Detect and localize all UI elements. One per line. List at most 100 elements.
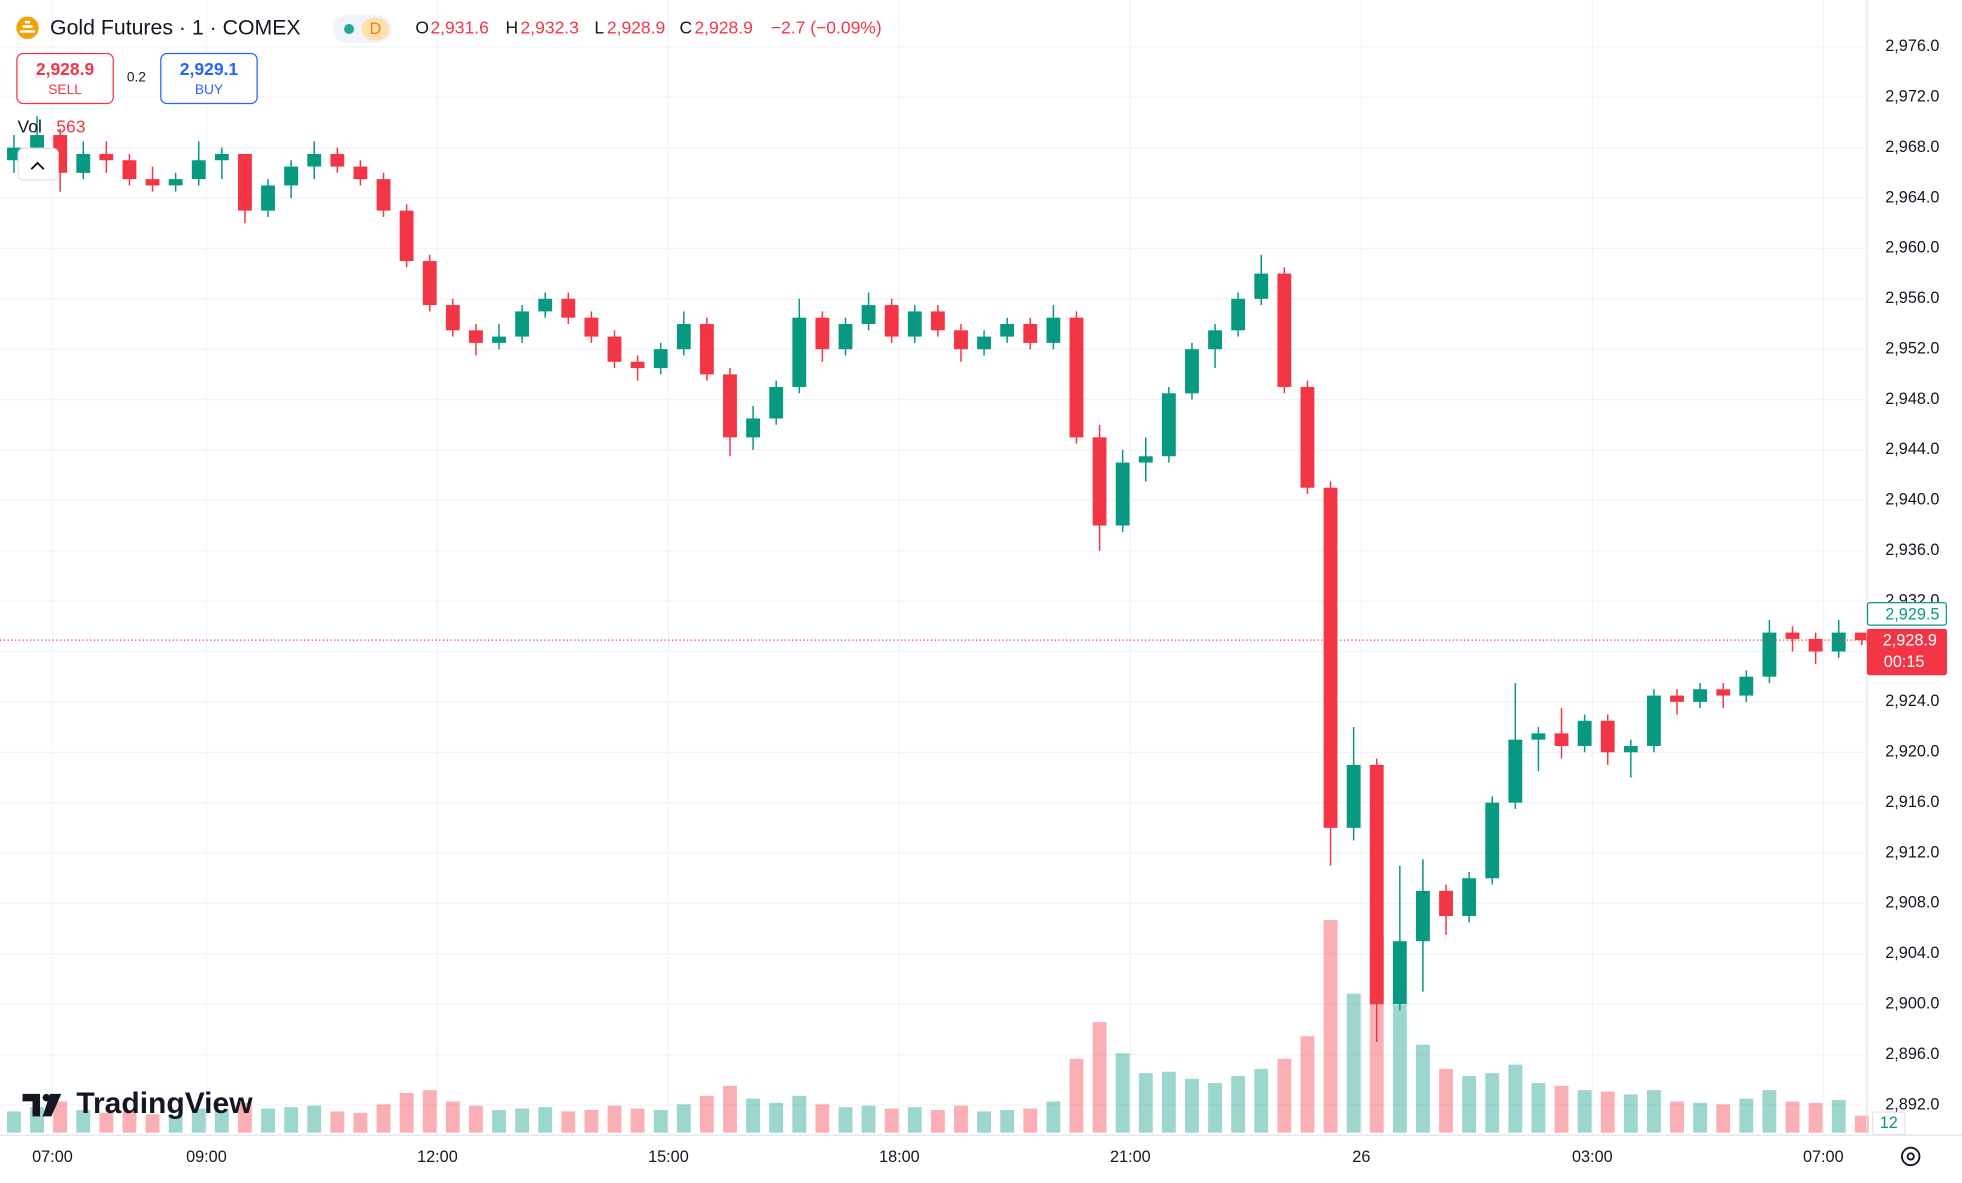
volume-bar	[1023, 1108, 1038, 1133]
volume-bar	[792, 1095, 807, 1133]
volume-bar	[607, 1105, 622, 1133]
candle-body	[1577, 720, 1592, 746]
candle-body	[1646, 695, 1661, 746]
change: −2.7 (−0.09%)	[771, 18, 882, 38]
volume-bar	[468, 1105, 483, 1133]
y-tick-label: 2,948.0	[1885, 390, 1939, 408]
candle-body	[1138, 456, 1153, 463]
scale-badge-box[interactable]	[1871, 1111, 1906, 1136]
candle-body	[145, 179, 160, 186]
y-tick-label: 2,892.0	[1885, 1095, 1939, 1113]
x-tick-label: 26	[1352, 1148, 1370, 1166]
volume-bar	[1554, 1085, 1569, 1133]
candle-body	[191, 160, 206, 180]
candle-body	[99, 153, 114, 161]
volume-bar	[561, 1111, 576, 1133]
volume-bar	[1046, 1101, 1061, 1133]
volume-bar	[1670, 1101, 1684, 1133]
ohlc-value: 2,928.9	[694, 18, 752, 38]
candle-body	[1831, 632, 1846, 652]
y-tick-label: 2,908.0	[1885, 894, 1939, 912]
candle-body	[792, 317, 807, 387]
volume-bar	[954, 1105, 968, 1133]
volume-bar	[630, 1108, 645, 1133]
volume-bar	[1462, 1075, 1477, 1133]
candle-body	[1346, 764, 1361, 828]
symbol-title[interactable]: Gold Futures · 1 · COMEX	[50, 16, 301, 40]
candle-body	[1693, 689, 1708, 702]
candle-body	[468, 330, 483, 343]
ohlc-value: 2,928.9	[607, 18, 665, 38]
y-tick-label: 2,900.0	[1885, 994, 1939, 1012]
brand-name: TradingView	[76, 1087, 253, 1120]
candle-body	[376, 179, 391, 211]
volume-bar	[884, 1108, 899, 1133]
candle-body	[838, 323, 853, 350]
volume-bar	[214, 1109, 229, 1133]
candle-body	[422, 261, 437, 306]
volume-bar	[307, 1105, 322, 1133]
y-tick-label: 2,912.0	[1885, 843, 1939, 861]
volume-label: Vol	[18, 117, 42, 137]
volume-bar	[422, 1090, 437, 1133]
candle-body	[1392, 941, 1407, 1005]
collapse-icon	[30, 161, 45, 170]
volume-bar	[1254, 1068, 1269, 1133]
volume-bar	[515, 1108, 530, 1133]
volume-bar	[838, 1107, 853, 1133]
brand-logo	[22, 1093, 62, 1117]
candle-body	[1416, 890, 1430, 942]
volume-bar	[1508, 1064, 1523, 1133]
candle-body	[122, 160, 137, 180]
volume-bar	[191, 1108, 206, 1133]
marker-price-label: 2,929.5	[1885, 605, 1939, 623]
buy-label: BUY	[195, 82, 223, 97]
candle-body	[1600, 720, 1615, 753]
volume-bar	[1208, 1083, 1222, 1133]
candle-body	[861, 305, 876, 324]
volume-bar	[907, 1107, 922, 1133]
candle-body	[1762, 632, 1777, 677]
settings-icon[interactable]	[1901, 1146, 1921, 1167]
y-tick-label: 2,916.0	[1885, 793, 1939, 811]
ohlc-letter: H	[506, 18, 519, 38]
volume-bar	[723, 1085, 737, 1133]
volume-bar	[1346, 993, 1361, 1133]
y-tick-label: 2,972.0	[1885, 88, 1939, 106]
volume-bar	[330, 1111, 345, 1133]
sell-button[interactable]	[16, 52, 114, 105]
candle-body	[1369, 764, 1384, 1005]
buy-button[interactable]	[160, 52, 258, 105]
ohlc-legend: O 2,931.6 H 2,932.3 L 2,928.9 C 2,928.9	[415, 18, 752, 38]
candle-body	[1739, 676, 1754, 696]
candle-body	[238, 153, 252, 211]
candle-body	[607, 336, 622, 362]
x-tick-label: 07:00	[32, 1148, 73, 1166]
volume-bar	[977, 1111, 992, 1133]
y-tick-label: 2,968.0	[1885, 138, 1939, 156]
volume-bar	[53, 1101, 68, 1133]
candle-body	[1300, 386, 1315, 488]
candle-body	[1277, 273, 1292, 387]
candle-body	[538, 298, 553, 312]
candle-body	[930, 311, 945, 331]
volume-bar	[1069, 1058, 1084, 1133]
volume-bar	[122, 1111, 137, 1133]
volume-bar	[238, 1102, 252, 1133]
ohlc-letter: L	[594, 18, 604, 38]
candle-body	[907, 311, 922, 337]
x-tick-label: 18:00	[879, 1148, 920, 1166]
volume-bar	[815, 1104, 830, 1133]
volume-bar	[1854, 1115, 1869, 1133]
ohlc-value: 2,931.6	[430, 18, 488, 38]
sell-label: SELL	[48, 82, 82, 97]
candle-body	[214, 153, 229, 161]
candle-body	[1046, 317, 1061, 343]
volume-bar	[284, 1107, 299, 1133]
volume-bar	[145, 1114, 160, 1133]
grid	[0, 0, 1867, 1136]
volume-bar	[1161, 1071, 1176, 1133]
candle-body	[1185, 349, 1199, 394]
volume-bar	[492, 1109, 506, 1133]
